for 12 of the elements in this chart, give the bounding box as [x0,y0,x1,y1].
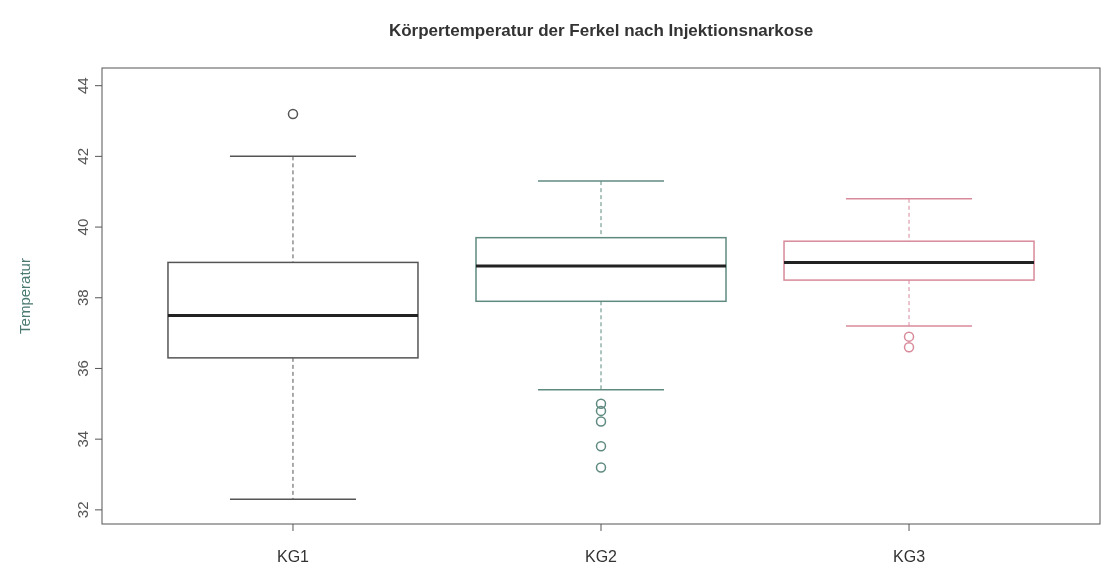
y-axis-title: Temperatur [16,258,33,334]
x-tick-label: KG2 [584,548,618,565]
y-tick-label: 32 [74,501,91,519]
y-tick-label: 44 [74,77,91,95]
chart-title: Körpertemperatur der Ferkel nach Injektionsnarkose [388,21,814,40]
y-tick-label: 34 [74,430,91,448]
y-tick-label: 38 [74,289,91,307]
y-tick-label: 40 [74,218,91,236]
y-tick-label: 42 [74,148,91,165]
y-tick-label: 36 [74,360,91,377]
x-tick-label: KG1 [276,548,310,565]
x-tick-label: KG3 [893,548,926,565]
